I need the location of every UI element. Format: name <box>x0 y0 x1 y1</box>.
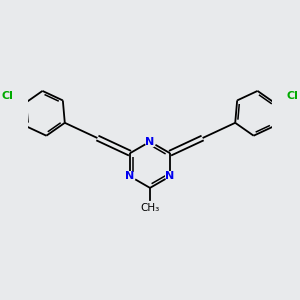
Text: N: N <box>165 171 175 181</box>
Text: N: N <box>125 171 135 181</box>
Text: N: N <box>146 137 154 147</box>
Text: Cl: Cl <box>2 91 14 101</box>
Text: Cl: Cl <box>286 91 298 101</box>
Text: CH₃: CH₃ <box>140 203 160 213</box>
